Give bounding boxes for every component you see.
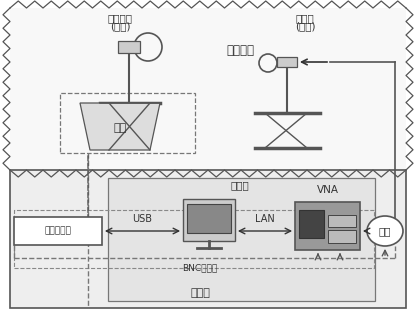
Bar <box>328 230 356 243</box>
Text: 功放: 功放 <box>379 226 391 236</box>
Bar <box>60 93 195 153</box>
Bar <box>183 199 235 241</box>
Bar <box>187 204 231 233</box>
Polygon shape <box>80 103 160 150</box>
Text: 待测天线: 待测天线 <box>107 13 133 23</box>
Text: VNA: VNA <box>317 185 339 195</box>
Bar <box>328 215 356 227</box>
Bar <box>277 57 297 67</box>
Text: 源天线: 源天线 <box>296 13 314 23</box>
Text: 转台: 转台 <box>114 123 126 133</box>
Text: 计算机: 计算机 <box>230 180 249 190</box>
Text: 转台控制笱: 转台控制笱 <box>45 226 72 236</box>
Text: BNC同轴线: BNC同轴线 <box>182 263 218 272</box>
Bar <box>295 202 360 250</box>
Bar <box>10 170 406 308</box>
Bar <box>118 41 140 53</box>
Bar <box>299 210 324 238</box>
Text: (发射): (发射) <box>295 21 315 31</box>
Bar <box>14 210 374 268</box>
Text: LAN: LAN <box>255 214 275 224</box>
Text: (接收): (接收) <box>110 21 130 31</box>
Bar <box>10 8 406 170</box>
Text: 控制室: 控制室 <box>190 288 210 298</box>
Text: USB: USB <box>132 214 152 224</box>
Ellipse shape <box>367 216 403 246</box>
Bar <box>108 178 375 301</box>
Text: 微波暗室: 微波暗室 <box>226 44 254 57</box>
Bar <box>14 217 102 245</box>
